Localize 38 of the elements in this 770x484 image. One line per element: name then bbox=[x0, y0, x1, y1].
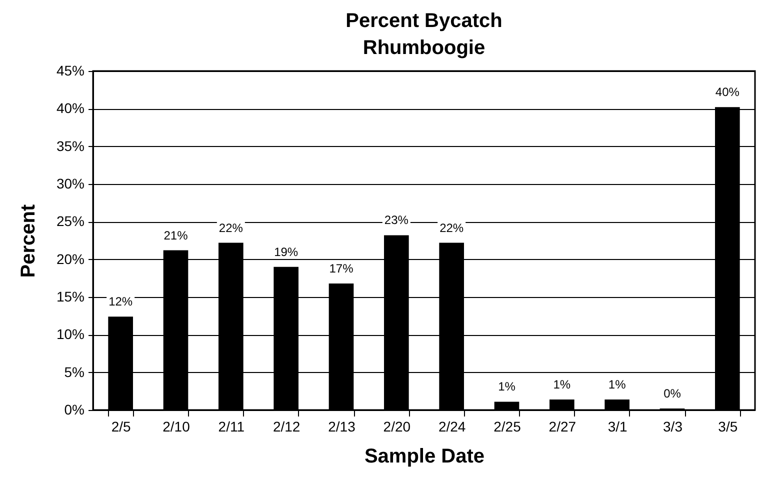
y-tick-label: 10% bbox=[56, 326, 84, 342]
data-label: 17% bbox=[329, 261, 354, 276]
y-tick-label: 35% bbox=[56, 138, 84, 154]
y-tick-label: 0% bbox=[64, 402, 84, 418]
x-tick-label: 2/5 bbox=[111, 418, 132, 434]
y-tick-label: 40% bbox=[56, 100, 84, 116]
x-tick-label: 2/25 bbox=[494, 418, 522, 434]
y-tick-label: 20% bbox=[56, 250, 84, 267]
y-axis-title: Percent bbox=[17, 204, 40, 278]
data-label: 19% bbox=[274, 244, 298, 259]
x-tick-label: 2/20 bbox=[383, 418, 411, 434]
data-label: 22% bbox=[218, 220, 244, 235]
y-tick-label: 25% bbox=[56, 213, 84, 230]
y-tick-label: 15% bbox=[56, 288, 84, 304]
x-tick-label: 2/12 bbox=[272, 418, 300, 434]
data-label: 12% bbox=[108, 294, 133, 309]
data-label: 40% bbox=[715, 85, 740, 100]
x-tick-label: 3/3 bbox=[663, 418, 683, 434]
x-tick-label: 2/10 bbox=[162, 418, 190, 434]
x-tick-label: 2/27 bbox=[548, 418, 576, 434]
data-label: 1% bbox=[553, 377, 571, 392]
x-tick-label: 2/13 bbox=[328, 418, 356, 434]
data-label: 22% bbox=[440, 220, 464, 235]
chart-title: Percent Bycatch bbox=[346, 10, 502, 32]
data-label: 1% bbox=[608, 377, 626, 392]
chart-subtitle: Rhumboogie bbox=[362, 37, 486, 59]
data-label: 1% bbox=[498, 380, 516, 394]
y-tick-label: 45% bbox=[56, 62, 84, 78]
data-label: 23% bbox=[384, 213, 409, 228]
y-tick-label: 5% bbox=[64, 364, 84, 380]
x-tick-label: 3/1 bbox=[608, 418, 628, 434]
y-tick-label: 30% bbox=[56, 176, 84, 192]
x-axis-title: Sample Date bbox=[364, 446, 485, 468]
x-tick-label: 3/5 bbox=[718, 418, 738, 434]
data-label: 21% bbox=[164, 228, 188, 242]
x-tick-label: 2/24 bbox=[438, 418, 466, 434]
data-label: 0% bbox=[664, 386, 682, 400]
x-tick-label: 2/11 bbox=[218, 418, 245, 434]
